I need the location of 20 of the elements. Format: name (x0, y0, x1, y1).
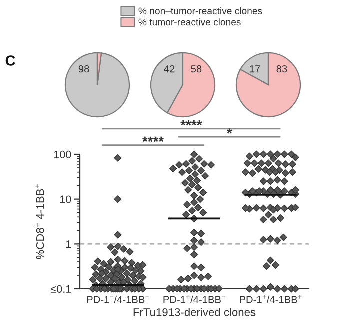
x-axis-title: FrTu1913-derived clones (134, 308, 256, 316)
legend-label: % tumor-reactive clones (138, 18, 241, 26)
data-label: 58 (191, 65, 202, 73)
data-label: 42 (164, 65, 175, 73)
y-tick-label: 10 (60, 196, 72, 204)
text: **** (180, 120, 202, 126)
data-label: 17 (250, 66, 260, 73)
legend-label: % non–tumor-reactive clones (138, 7, 262, 15)
y-tick-label: 1 (66, 240, 72, 248)
data-label: 98 (78, 65, 90, 73)
text: C (6, 56, 16, 66)
y-tick-label: ≤0.1 (50, 285, 72, 294)
x-tick-label: PD-1$^{+}$/4-1BB$^{+}$ (240, 295, 302, 304)
text: * (226, 128, 232, 134)
y-tick-label: 100 (54, 150, 72, 159)
x-tick-label: PD-1$^{−}$/4-1BB$^{−}$ (87, 296, 150, 304)
x-tick-label: PD-1$^{+}$/4-1BB$^{−}$ (164, 295, 226, 304)
data-label: 83 (276, 65, 288, 73)
text: **** (142, 136, 164, 142)
y-axis-title: %CD8$^{+}$ 4-1BB$^{+}$ (36, 184, 44, 260)
